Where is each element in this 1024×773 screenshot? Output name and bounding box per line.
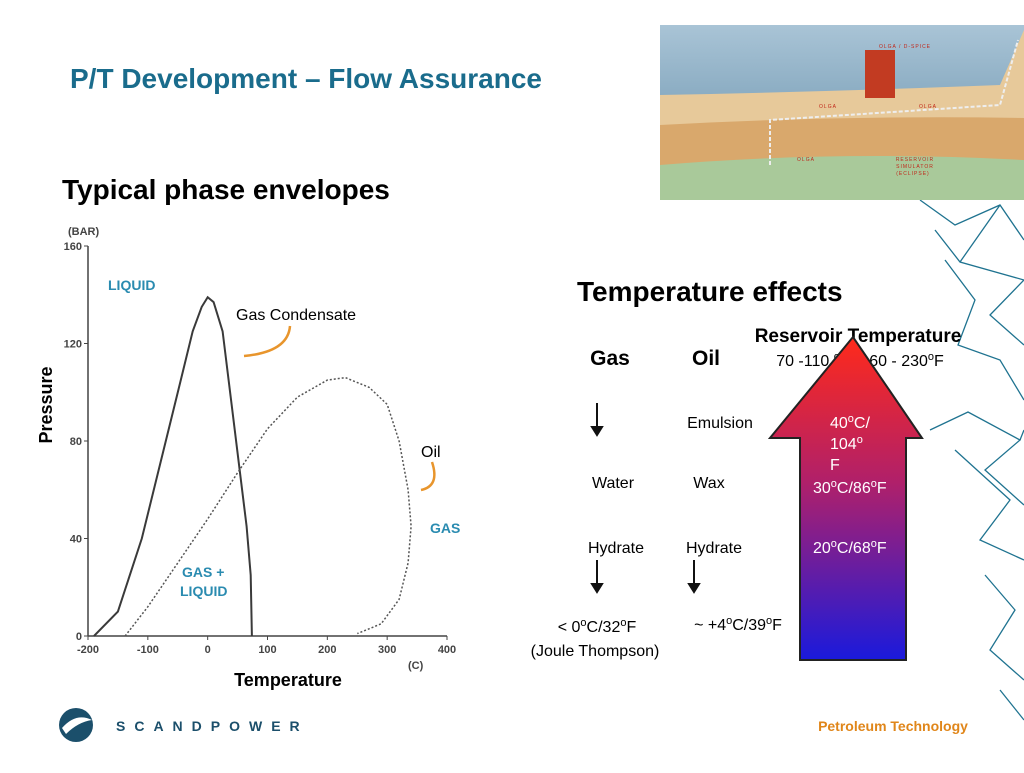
region-label: LIQUID (180, 583, 227, 599)
oil-heading: Oil (692, 347, 720, 370)
company-name: SCANDPOWER (116, 718, 309, 734)
x-tick-label: 100 (258, 644, 276, 656)
text-segment: 20 (813, 540, 831, 557)
superscript: o (928, 351, 934, 363)
y-tick-label: 40 (70, 534, 82, 546)
pointer (243, 325, 292, 358)
section-title: Temperature effects (577, 276, 843, 307)
illustration: OLGA / D-SPICE OLGA OLGA OLGA RESERVOIRSIMUL… (660, 25, 1024, 200)
text-segment: F (830, 457, 840, 474)
text-segment: C/32 (587, 619, 621, 636)
illustration-reservoir (660, 156, 1024, 200)
illustration-label: RESERVOIR (896, 157, 934, 163)
text-segment: F (772, 617, 782, 634)
y-unit-label: (BAR) (68, 226, 99, 238)
superscript: o (726, 615, 732, 627)
text-segment: 30 (813, 480, 831, 497)
x-unit-label: (C) (408, 660, 424, 672)
illustration-label: OLGA (797, 157, 815, 163)
logo (59, 708, 93, 742)
superscript: o (831, 538, 837, 550)
temp-40: 40oC/104o F (830, 413, 870, 474)
temperature-arrow (767, 335, 924, 661)
text-segment: F (934, 353, 944, 370)
chart-title: Typical phase envelopes (62, 174, 390, 205)
hydrate-label: Hydrate (588, 540, 644, 557)
text-segment: F (877, 540, 887, 557)
illustration-label: SIMULATOR (896, 164, 934, 170)
superscript: o (848, 413, 854, 425)
decoration-network (919, 199, 1024, 721)
text-segment: 104 (830, 436, 857, 453)
arrow-head (687, 583, 701, 594)
hydrate-label: Hydrate (686, 540, 742, 557)
reservoir-title: Reservoir Temperature (755, 326, 962, 347)
y-axis-label: Pressure (36, 366, 56, 443)
emulsion-label: Emulsion (687, 415, 753, 432)
illustration-label: OLGA (919, 104, 937, 110)
logo-swoosh (62, 717, 92, 734)
region-label: LIQUID (108, 277, 155, 293)
pointer (420, 461, 436, 492)
text-segment: < 0 (558, 619, 581, 636)
y-tick-label: 80 (70, 436, 82, 448)
superscript: o (580, 617, 586, 629)
superscript: o (620, 617, 626, 629)
x-tick-label: -200 (77, 644, 99, 656)
illustration-label: OLGA / D-SPICE (879, 44, 931, 50)
y-tick-label: 0 (76, 631, 82, 643)
region-label: GAS (430, 520, 460, 536)
y-tick-label: 160 (64, 241, 82, 253)
text-segment: 70 -110 (776, 353, 834, 370)
series-line (93, 295, 253, 637)
gas-limit: < 0oC/32oF (558, 617, 637, 636)
text-segment: C/86 (837, 480, 871, 497)
x-tick-label: 400 (438, 644, 456, 656)
series-line (124, 376, 412, 637)
illustration-label: (ECLIPSE) (896, 171, 929, 177)
joule-label: (Joule Thompson) (531, 643, 660, 660)
oil-limit: ~ +4oC/39oF (694, 615, 782, 634)
slide-title: P/T Development – Flow Assurance (70, 63, 542, 94)
down-arrows (590, 403, 701, 594)
illustration-platform (865, 50, 895, 98)
phase-plot: 0 40 80 120 160 -200 -100 0 100 200 300 400 (BAR) (C)… (36, 226, 460, 690)
temp-30: 30oC/86oF (813, 478, 887, 497)
text-segment: C/68 (837, 540, 871, 557)
superscript: o (831, 478, 837, 490)
x-tick-label: 300 (378, 644, 396, 656)
superscript: o (766, 615, 772, 627)
x-tick-label: 0 (205, 644, 211, 656)
gas-heading: Gas (590, 347, 630, 370)
illustration-label: OLGA (819, 104, 837, 110)
text-segment: C/ (854, 415, 871, 432)
arrow-head (590, 583, 604, 594)
text-segment: F (626, 619, 636, 636)
superscript: o (871, 478, 877, 490)
x-tick-label: 200 (318, 644, 336, 656)
y-tick-label: 120 (64, 339, 82, 351)
illustration-pipeline (769, 39, 1019, 165)
text-segment: 40 (830, 415, 848, 432)
text-segment: F (877, 480, 887, 497)
text-segment: C/39 (732, 617, 766, 634)
region-label: GAS + (182, 564, 224, 580)
division-name: Petroleum Technology (818, 718, 968, 734)
wax-label: Wax (693, 475, 724, 492)
x-tick-label: -100 (137, 644, 159, 656)
superscript: o (871, 538, 877, 550)
series-label: Oil (421, 444, 441, 461)
superscript: o (857, 434, 863, 446)
x-axis-label: Temperature (234, 670, 342, 690)
text-segment: ~ +4 (694, 617, 726, 634)
temp-20: 20oC/68oF (813, 538, 887, 557)
series-label: Gas Condensate (236, 307, 356, 324)
water-label: Water (592, 475, 635, 492)
arrow-head (590, 426, 604, 437)
